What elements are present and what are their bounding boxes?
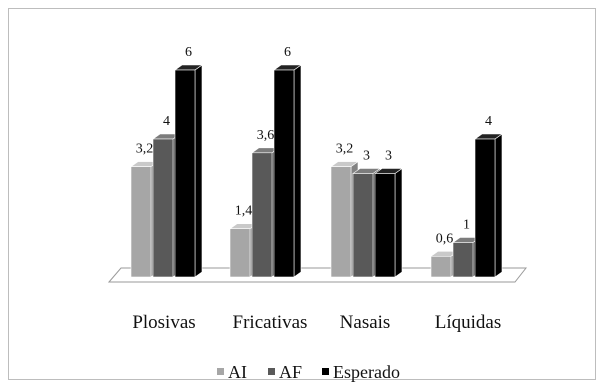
legend-swatch bbox=[322, 368, 329, 375]
value-label-esperado-3: 4 bbox=[485, 114, 492, 129]
category-labels-group: Plosivas Fricativas Nasais Líquidas bbox=[132, 312, 501, 333]
bar-esperado-0 bbox=[174, 64, 203, 278]
bar-front-face bbox=[374, 173, 396, 278]
bar-side-face bbox=[194, 64, 203, 278]
bar-front-face bbox=[352, 173, 374, 278]
legend-label: Esperado bbox=[333, 362, 400, 382]
bar-front-face bbox=[152, 138, 174, 278]
category-label-2: Nasais bbox=[340, 312, 391, 333]
bar-front-face bbox=[229, 228, 251, 278]
legend-swatch bbox=[217, 368, 224, 375]
bar-esperado-3 bbox=[474, 133, 503, 278]
value-label-ai-2: 3,2 bbox=[336, 142, 354, 157]
bar-esperado-1 bbox=[273, 64, 302, 278]
bar-front-face bbox=[174, 69, 196, 278]
bar-front-face bbox=[452, 242, 474, 278]
legend-item-esperado: Esperado bbox=[322, 362, 400, 382]
legend-swatch bbox=[268, 368, 275, 375]
category-label-3: Líquidas bbox=[435, 312, 502, 333]
value-label-af-1: 3,6 bbox=[257, 128, 275, 143]
bar-front-face bbox=[474, 138, 496, 278]
legend-item-ai: AI bbox=[217, 362, 247, 382]
value-label-ai-0: 3,2 bbox=[136, 142, 154, 157]
value-label-af-2: 3 bbox=[363, 149, 370, 164]
legend-label: AI bbox=[228, 362, 247, 382]
value-label-af-3: 1 bbox=[463, 218, 470, 233]
value-label-esperado-2: 3 bbox=[385, 149, 392, 164]
value-label-esperado-0: 6 bbox=[185, 45, 192, 60]
bar-side-face bbox=[494, 133, 503, 278]
value-label-ai-1: 1,4 bbox=[235, 204, 253, 219]
bar-front-face bbox=[330, 166, 352, 278]
category-label-1: Fricativas bbox=[233, 312, 308, 333]
bar-side-face bbox=[293, 64, 302, 278]
bar-esperado-2 bbox=[374, 167, 403, 278]
bars-group bbox=[130, 64, 503, 278]
legend-label: AF bbox=[279, 362, 302, 382]
value-label-ai-3: 0,6 bbox=[436, 231, 454, 246]
legend-item-af: AF bbox=[268, 362, 302, 382]
bar-front-face bbox=[273, 69, 295, 278]
bar-front-face bbox=[130, 166, 152, 278]
chart-floor-group bbox=[107, 267, 528, 283]
value-label-esperado-1: 6 bbox=[284, 45, 291, 60]
bar-front-face bbox=[430, 255, 452, 278]
bar-side-face bbox=[394, 167, 403, 278]
category-label-0: Plosivas bbox=[132, 312, 195, 333]
value-labels-group: 3,2 4 6 1,4 3,6 6 3,2 3 3 0,6 1 4 bbox=[136, 45, 492, 246]
value-label-af-0: 4 bbox=[163, 114, 170, 129]
legend: AI AF Esperado bbox=[217, 362, 400, 382]
bar-front-face bbox=[251, 152, 273, 278]
